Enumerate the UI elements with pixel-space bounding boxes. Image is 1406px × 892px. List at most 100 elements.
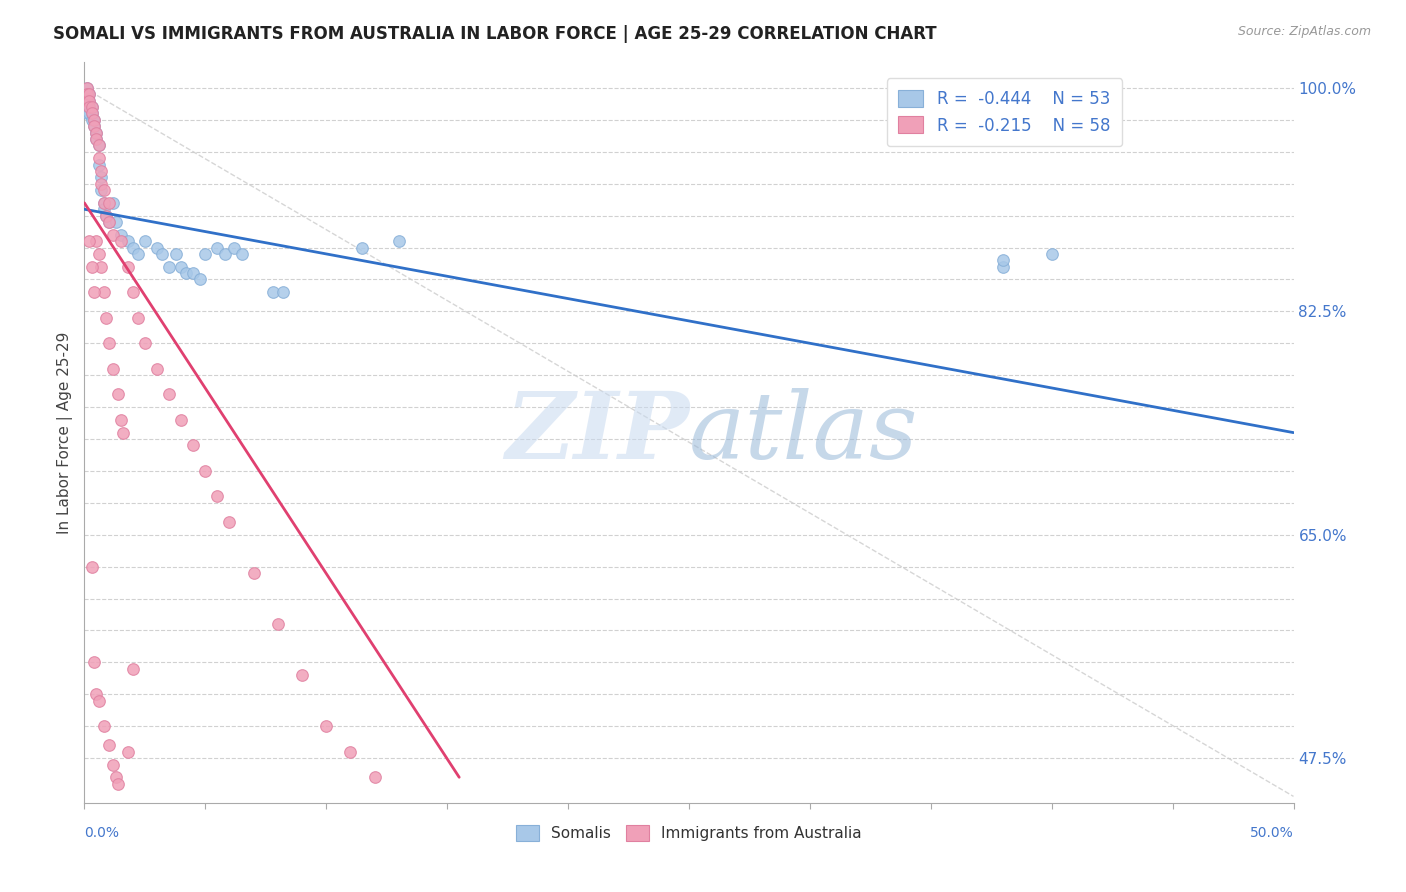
Point xyxy=(97,195,120,210)
Point xyxy=(127,310,149,325)
Point xyxy=(94,310,117,325)
Point xyxy=(77,106,100,120)
Point xyxy=(207,490,229,504)
Point xyxy=(83,656,105,670)
Point xyxy=(86,132,108,146)
Point xyxy=(170,413,193,427)
Point xyxy=(194,464,217,478)
Point xyxy=(121,240,143,255)
Point xyxy=(94,209,117,223)
Point xyxy=(112,425,135,440)
Point xyxy=(80,112,103,127)
Point xyxy=(271,285,294,300)
Point xyxy=(104,770,127,784)
Text: ZIP: ZIP xyxy=(505,388,689,477)
Point xyxy=(97,215,120,229)
Text: Source: ZipAtlas.com: Source: ZipAtlas.com xyxy=(1237,25,1371,38)
Point xyxy=(87,157,110,171)
Point xyxy=(103,361,125,376)
Text: 0.0%: 0.0% xyxy=(84,826,120,839)
Point xyxy=(150,247,173,261)
Point xyxy=(77,100,100,114)
Point xyxy=(87,151,110,165)
Point xyxy=(121,285,143,300)
Point xyxy=(83,120,105,134)
Point xyxy=(76,100,98,114)
Point xyxy=(207,240,229,255)
Point xyxy=(165,247,187,261)
Point xyxy=(76,87,98,102)
Point xyxy=(388,234,411,248)
Point xyxy=(242,566,264,580)
Point xyxy=(181,266,204,280)
Point xyxy=(157,260,180,274)
Point xyxy=(993,253,1015,268)
Point xyxy=(110,227,132,242)
Point xyxy=(291,668,314,682)
Point xyxy=(134,336,156,351)
Point xyxy=(76,81,98,95)
Point xyxy=(86,126,108,140)
Point xyxy=(157,387,180,401)
Point xyxy=(121,662,143,676)
Point xyxy=(77,94,100,108)
Point xyxy=(80,106,103,120)
Point xyxy=(80,100,103,114)
Point xyxy=(190,272,212,286)
Point xyxy=(93,183,115,197)
Point xyxy=(90,177,112,191)
Point xyxy=(86,687,108,701)
Point xyxy=(117,234,139,248)
Text: 50.0%: 50.0% xyxy=(1250,826,1294,839)
Point xyxy=(174,266,197,280)
Point xyxy=(170,260,193,274)
Point xyxy=(218,515,240,529)
Point xyxy=(76,87,98,102)
Point xyxy=(110,413,132,427)
Point xyxy=(90,183,112,197)
Point xyxy=(80,100,103,114)
Point xyxy=(181,438,204,452)
Point xyxy=(94,209,117,223)
Y-axis label: In Labor Force | Age 25-29: In Labor Force | Age 25-29 xyxy=(58,332,73,533)
Point xyxy=(352,240,374,255)
Point xyxy=(993,260,1015,274)
Point xyxy=(146,361,169,376)
Point xyxy=(104,215,127,229)
Point xyxy=(103,195,125,210)
Point xyxy=(87,247,110,261)
Point xyxy=(83,285,105,300)
Point xyxy=(97,739,120,753)
Text: SOMALI VS IMMIGRANTS FROM AUSTRALIA IN LABOR FORCE | AGE 25-29 CORRELATION CHART: SOMALI VS IMMIGRANTS FROM AUSTRALIA IN L… xyxy=(53,25,936,43)
Point xyxy=(86,132,108,146)
Point xyxy=(117,745,139,759)
Text: atlas: atlas xyxy=(689,388,918,477)
Point xyxy=(76,94,98,108)
Point xyxy=(134,234,156,248)
Point xyxy=(80,260,103,274)
Point xyxy=(93,202,115,217)
Point xyxy=(93,195,115,210)
Point xyxy=(77,87,100,102)
Point xyxy=(83,120,105,134)
Point xyxy=(93,285,115,300)
Point xyxy=(90,170,112,185)
Point xyxy=(97,215,120,229)
Point xyxy=(315,719,337,733)
Point xyxy=(214,247,236,261)
Point xyxy=(80,559,103,574)
Point xyxy=(90,164,112,178)
Point xyxy=(87,138,110,153)
Point xyxy=(76,94,98,108)
Point xyxy=(110,234,132,248)
Legend: Somalis, Immigrants from Australia: Somalis, Immigrants from Australia xyxy=(510,819,868,847)
Point xyxy=(363,770,385,784)
Point xyxy=(76,81,98,95)
Point xyxy=(117,260,139,274)
Point xyxy=(90,260,112,274)
Point xyxy=(83,112,105,127)
Point xyxy=(77,234,100,248)
Point xyxy=(86,126,108,140)
Point xyxy=(224,240,246,255)
Point xyxy=(93,195,115,210)
